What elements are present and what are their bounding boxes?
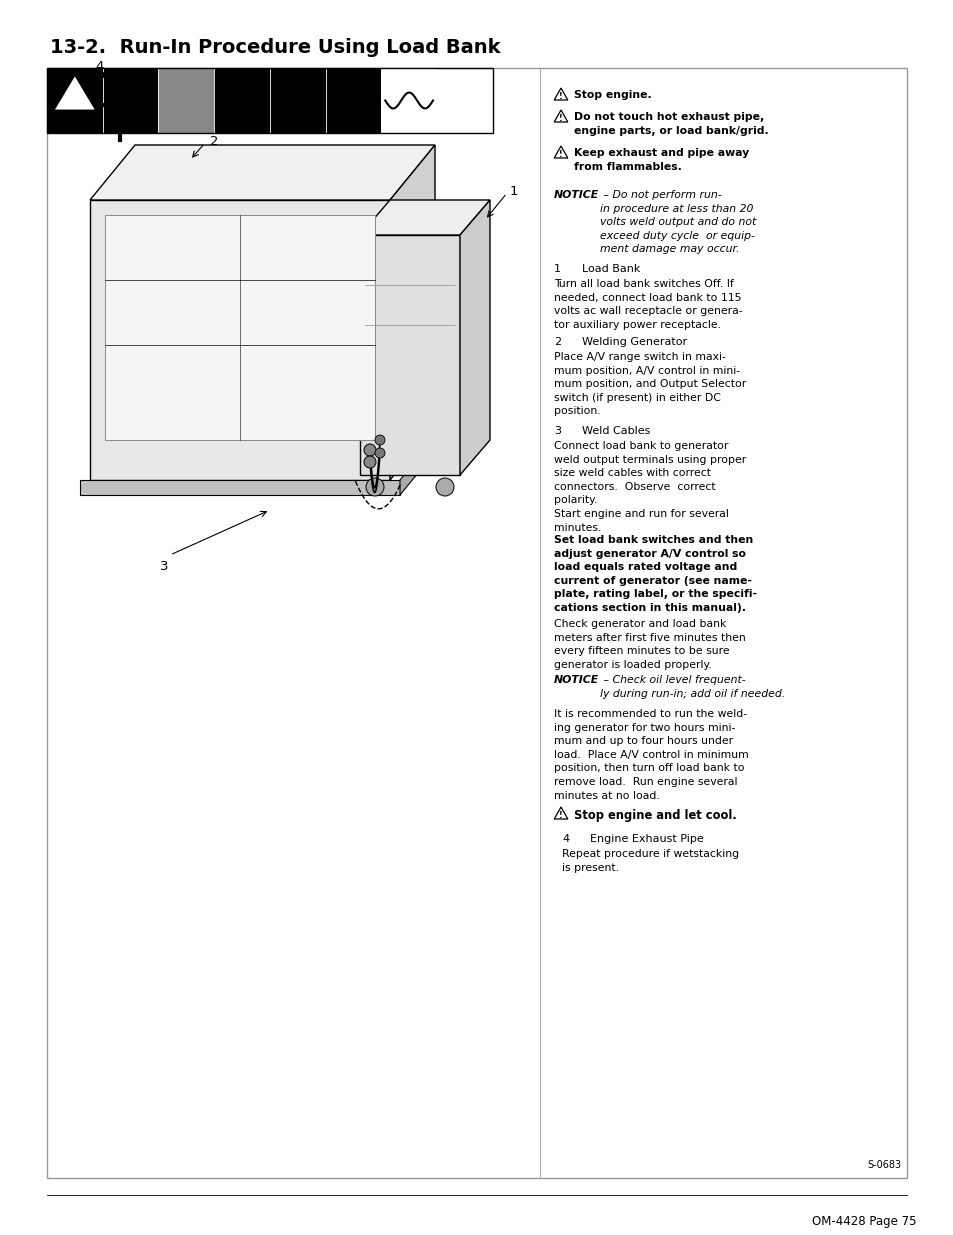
Polygon shape — [554, 110, 567, 122]
Text: Set load bank switches and then
adjust generator A/V control so
load equals rate: Set load bank switches and then adjust g… — [554, 535, 757, 613]
Text: !: ! — [72, 98, 77, 106]
Text: NOTICE: NOTICE — [554, 676, 598, 685]
FancyBboxPatch shape — [47, 68, 436, 133]
Text: Engine Exhaust Pipe: Engine Exhaust Pipe — [589, 834, 703, 844]
Text: !: ! — [558, 93, 562, 101]
Circle shape — [366, 478, 384, 496]
Text: Connect load bank to generator
weld output terminals using proper
size weld cabl: Connect load bank to generator weld outp… — [554, 441, 745, 505]
Text: Welding Generator: Welding Generator — [581, 337, 686, 347]
Text: Place A/V range switch in maxi-
mum position, A/V control in mini-
mum position,: Place A/V range switch in maxi- mum posi… — [554, 352, 745, 416]
Circle shape — [375, 435, 385, 445]
Text: – Do not perform run-
in procedure at less than 20
volts weld output and do not
: – Do not perform run- in procedure at le… — [599, 190, 756, 254]
Polygon shape — [90, 144, 435, 200]
Text: 1: 1 — [554, 264, 560, 274]
Text: OM-4428 Page 75: OM-4428 Page 75 — [812, 1215, 916, 1228]
Polygon shape — [554, 806, 567, 819]
Text: 3: 3 — [554, 426, 560, 436]
FancyBboxPatch shape — [325, 68, 381, 133]
FancyBboxPatch shape — [158, 68, 213, 133]
Text: Check generator and load bank
meters after first five minutes then
every fifteen: Check generator and load bank meters aft… — [554, 619, 745, 669]
FancyBboxPatch shape — [213, 68, 270, 133]
Text: Repeat procedure if wetstacking
is present.: Repeat procedure if wetstacking is prese… — [561, 848, 739, 873]
Polygon shape — [359, 200, 490, 235]
Text: Weld Cables: Weld Cables — [581, 426, 650, 436]
Polygon shape — [359, 235, 459, 475]
FancyBboxPatch shape — [381, 68, 436, 133]
Circle shape — [364, 445, 375, 456]
Text: – Check oil level frequent-
ly during run-in; add oil if needed.: – Check oil level frequent- ly during ru… — [599, 676, 784, 699]
Text: Load Bank: Load Bank — [581, 264, 639, 274]
Text: Stop engine and let cool.: Stop engine and let cool. — [574, 809, 736, 823]
FancyBboxPatch shape — [270, 68, 325, 133]
Text: 2: 2 — [210, 135, 218, 148]
Polygon shape — [554, 146, 567, 158]
Text: Turn all load bank switches Off. If
needed, connect load bank to 115
volts ac wa: Turn all load bank switches Off. If need… — [554, 279, 741, 330]
Circle shape — [375, 448, 385, 458]
Text: Do not touch hot exhaust pipe,
engine parts, or load bank/grid.: Do not touch hot exhaust pipe, engine pa… — [574, 112, 768, 136]
Circle shape — [436, 478, 454, 496]
Polygon shape — [80, 480, 399, 495]
Text: 3: 3 — [160, 559, 169, 573]
Text: 4: 4 — [561, 834, 569, 844]
Polygon shape — [459, 200, 490, 475]
Polygon shape — [399, 441, 431, 495]
Text: Start engine and run for several
minutes.: Start engine and run for several minutes… — [554, 509, 728, 532]
Text: 2: 2 — [554, 337, 560, 347]
Polygon shape — [390, 144, 435, 480]
FancyBboxPatch shape — [47, 68, 906, 1178]
Text: !: ! — [558, 115, 562, 124]
Text: 13-2.  Run-In Procedure Using Load Bank: 13-2. Run-In Procedure Using Load Bank — [50, 38, 500, 57]
Polygon shape — [105, 215, 375, 440]
Text: 4: 4 — [95, 61, 103, 73]
FancyBboxPatch shape — [103, 68, 158, 133]
Text: 1: 1 — [510, 185, 518, 198]
Text: Stop engine.: Stop engine. — [574, 90, 651, 100]
Text: !: ! — [558, 811, 562, 820]
Text: It is recommended to run the weld-
ing generator for two hours mini-
mum and up : It is recommended to run the weld- ing g… — [554, 709, 748, 800]
Text: NOTICE: NOTICE — [554, 190, 598, 200]
Circle shape — [364, 456, 375, 468]
Polygon shape — [90, 200, 390, 480]
Text: S-0683: S-0683 — [867, 1160, 901, 1170]
Polygon shape — [554, 88, 567, 100]
Text: Keep exhaust and pipe away
from flammables.: Keep exhaust and pipe away from flammabl… — [574, 148, 748, 172]
Polygon shape — [57, 79, 92, 109]
Text: !: ! — [558, 151, 562, 159]
